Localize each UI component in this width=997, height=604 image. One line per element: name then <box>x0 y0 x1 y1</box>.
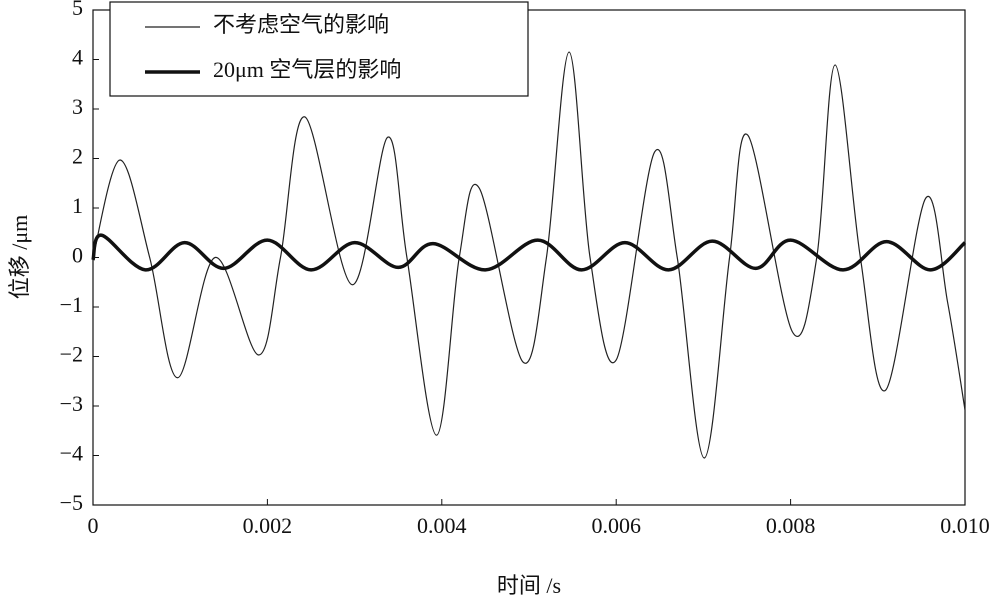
y-tick-label: 5 <box>72 0 83 20</box>
data-line <box>92 51 966 459</box>
y-tick-label: 3 <box>72 94 83 119</box>
y-tick-label: 0 <box>72 243 83 268</box>
y-tick-label: −2 <box>60 342 83 367</box>
y-tick-label: −5 <box>60 490 83 515</box>
y-tick-label: −3 <box>60 391 83 416</box>
y-axis-title: 位移 /μm <box>7 215 32 300</box>
legend-box <box>109 1 529 97</box>
y-tick-label: −4 <box>60 441 83 466</box>
x-tick-label: 0.008 <box>766 513 816 538</box>
y-tick-label: −1 <box>60 292 83 317</box>
y-tick-label: 1 <box>72 193 83 218</box>
y-tick-label: 4 <box>72 45 83 70</box>
x-axis-title: 时间 /s <box>497 573 561 598</box>
y-tick-label: 2 <box>72 144 83 169</box>
x-tick-label: 0.002 <box>243 513 293 538</box>
legend-label: 不考虑空气的影响 <box>213 12 389 37</box>
data-line <box>91 233 967 272</box>
legend-label: 20μm 空气层的影响 <box>213 57 401 82</box>
x-tick-label: 0.004 <box>417 513 467 538</box>
x-tick-label: 0 <box>88 513 99 538</box>
x-tick-label: 0.006 <box>591 513 641 538</box>
x-tick-label: 0.010 <box>940 513 990 538</box>
